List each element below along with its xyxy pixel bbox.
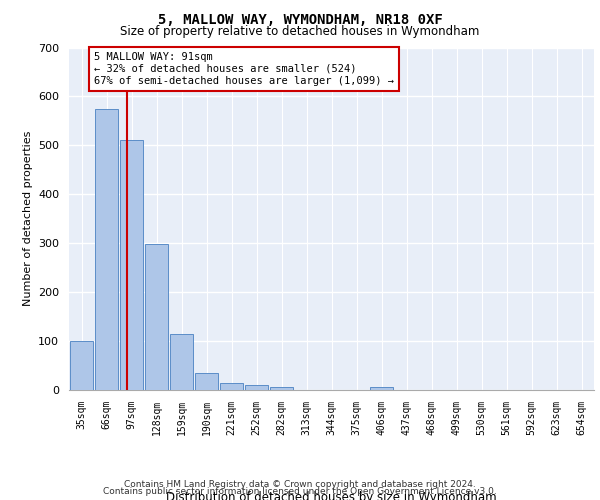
Bar	[145, 244, 168, 390]
Text: Contains public sector information licensed under the Open Government Licence v3: Contains public sector information licen…	[103, 487, 497, 496]
Bar	[95, 108, 118, 390]
Text: Size of property relative to detached houses in Wymondham: Size of property relative to detached ho…	[121, 25, 479, 38]
Text: 5 MALLOW WAY: 91sqm
← 32% of detached houses are smaller (524)
67% of semi-detac: 5 MALLOW WAY: 91sqm ← 32% of detached ho…	[94, 52, 394, 86]
Text: 5, MALLOW WAY, WYMONDHAM, NR18 0XF: 5, MALLOW WAY, WYMONDHAM, NR18 0XF	[158, 12, 442, 26]
Bar	[195, 373, 218, 390]
Bar	[70, 341, 93, 390]
Bar	[120, 140, 143, 390]
Bar	[270, 386, 293, 390]
Bar	[370, 387, 393, 390]
X-axis label: Distribution of detached houses by size in Wymondham: Distribution of detached houses by size …	[166, 490, 497, 500]
Y-axis label: Number of detached properties: Number of detached properties	[23, 131, 32, 306]
Bar	[170, 334, 193, 390]
Bar	[220, 383, 243, 390]
Bar	[245, 385, 268, 390]
Text: Contains HM Land Registry data © Crown copyright and database right 2024.: Contains HM Land Registry data © Crown c…	[124, 480, 476, 489]
